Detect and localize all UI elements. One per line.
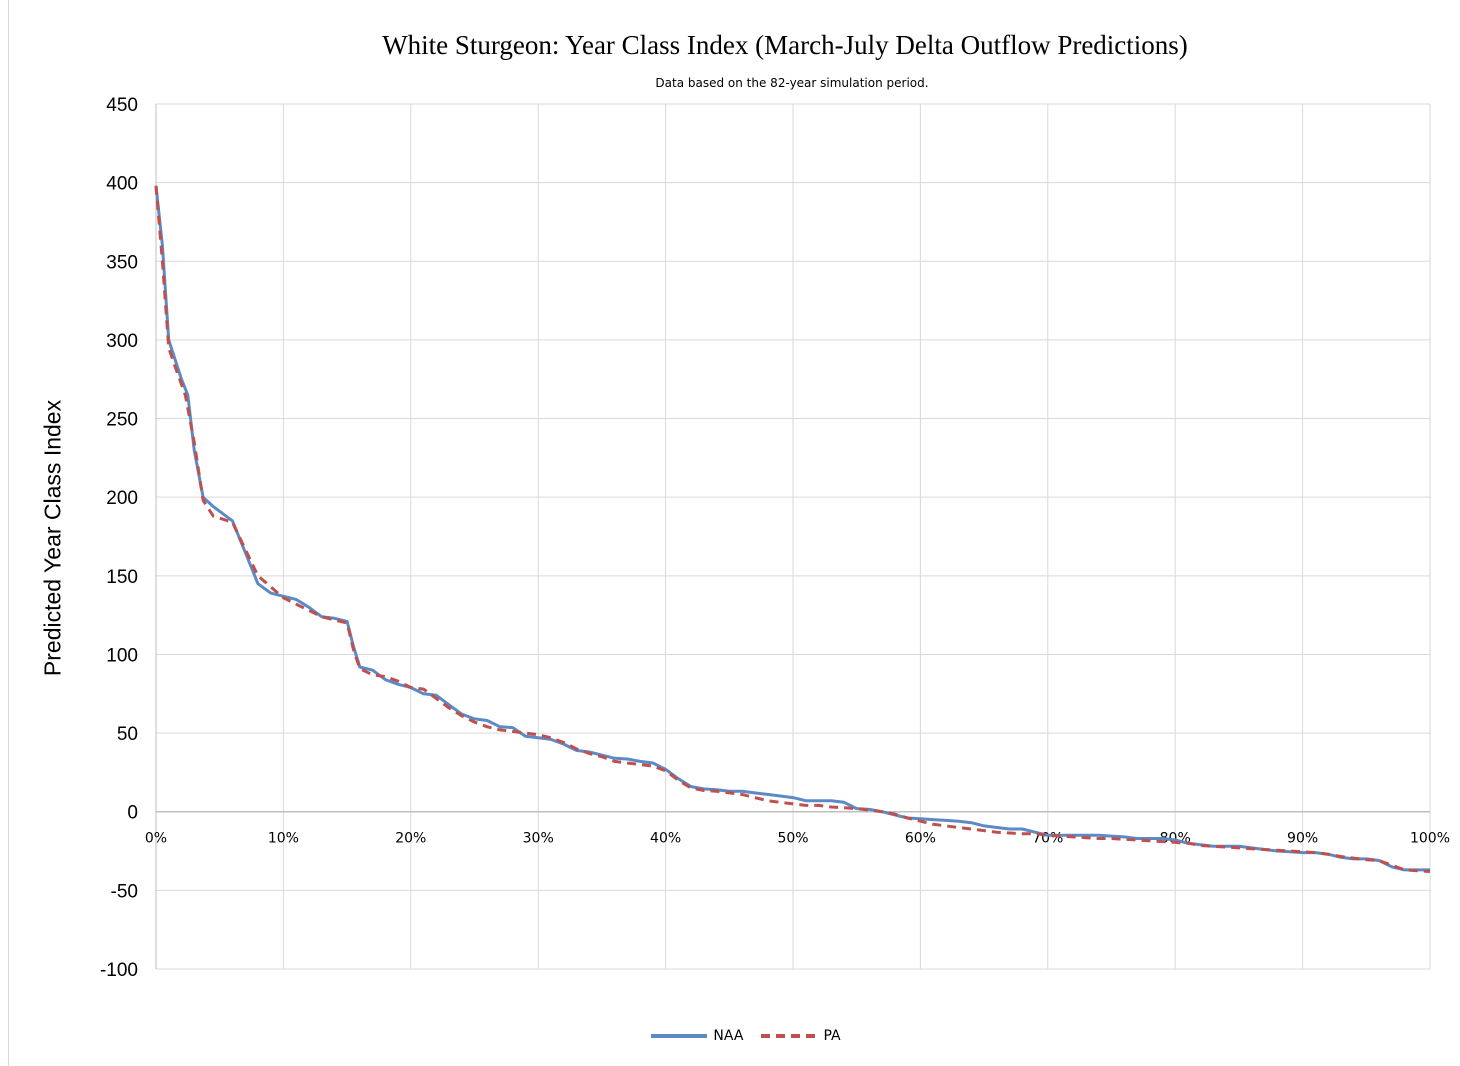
- y-tick-label: 300: [106, 331, 138, 352]
- x-tick-label: 30%: [523, 831, 554, 847]
- y-tick-label: 50: [117, 724, 138, 745]
- y-tick-label: -50: [111, 881, 138, 902]
- y-tick-label: 400: [106, 174, 138, 195]
- y-tick-label: 250: [106, 410, 138, 431]
- series-line-naa: [154, 185, 1430, 872]
- series-lines: [154, 185, 1431, 873]
- chart-title: White Sturgeon: Year Class Index (March-…: [382, 30, 1188, 60]
- y-tick-label: 350: [106, 252, 138, 273]
- x-tick-label: 100%: [1410, 831, 1450, 847]
- x-tick-label: 50%: [777, 831, 808, 847]
- x-tick-label: 90%: [1287, 831, 1318, 847]
- x-tick-label: 40%: [650, 831, 681, 847]
- tick-labels: 450 400 350 300 250 200 150 100 50 0 -50 -100 0% 10% 2…: [100, 95, 1450, 981]
- chart-frame: [8, 0, 1460, 1066]
- y-tick-label: 150: [106, 567, 138, 588]
- y-tick-label: 450: [106, 95, 138, 116]
- legend-label-pa: PA: [823, 1028, 841, 1044]
- x-tick-label: 0%: [145, 831, 167, 847]
- y-tick-label: 0: [127, 803, 138, 824]
- legend: NAA PA: [0, 1028, 1460, 1044]
- y-tick-label: 200: [106, 488, 138, 509]
- axes: [155, 104, 1430, 969]
- legend-swatch-pa: [761, 1034, 818, 1038]
- legend-swatch-naa: [651, 1034, 708, 1038]
- x-tick-label: 10%: [268, 831, 299, 847]
- x-tick-label: 20%: [395, 831, 426, 847]
- series-line-pa: [154, 185, 1431, 873]
- y-tick-label: -100: [100, 960, 138, 981]
- legend-item-pa: PA: [761, 1028, 841, 1044]
- y-tick-label: 100: [106, 645, 138, 666]
- legend-label-naa: NAA: [713, 1028, 744, 1044]
- legend-item-naa: NAA: [651, 1028, 743, 1044]
- chart-subtitle: Data based on the 82-year simulation per…: [655, 76, 929, 90]
- x-tick-label: 60%: [905, 831, 936, 847]
